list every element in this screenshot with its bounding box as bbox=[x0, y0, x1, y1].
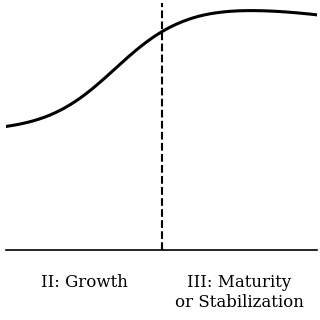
Text: II: Growth: II: Growth bbox=[41, 274, 127, 291]
Text: III: Maturity
or Stabilization: III: Maturity or Stabilization bbox=[175, 274, 304, 311]
